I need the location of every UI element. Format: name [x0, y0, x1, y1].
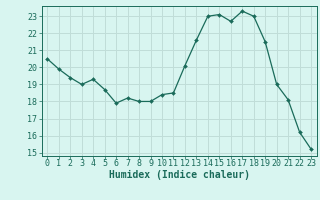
- X-axis label: Humidex (Indice chaleur): Humidex (Indice chaleur): [109, 170, 250, 180]
